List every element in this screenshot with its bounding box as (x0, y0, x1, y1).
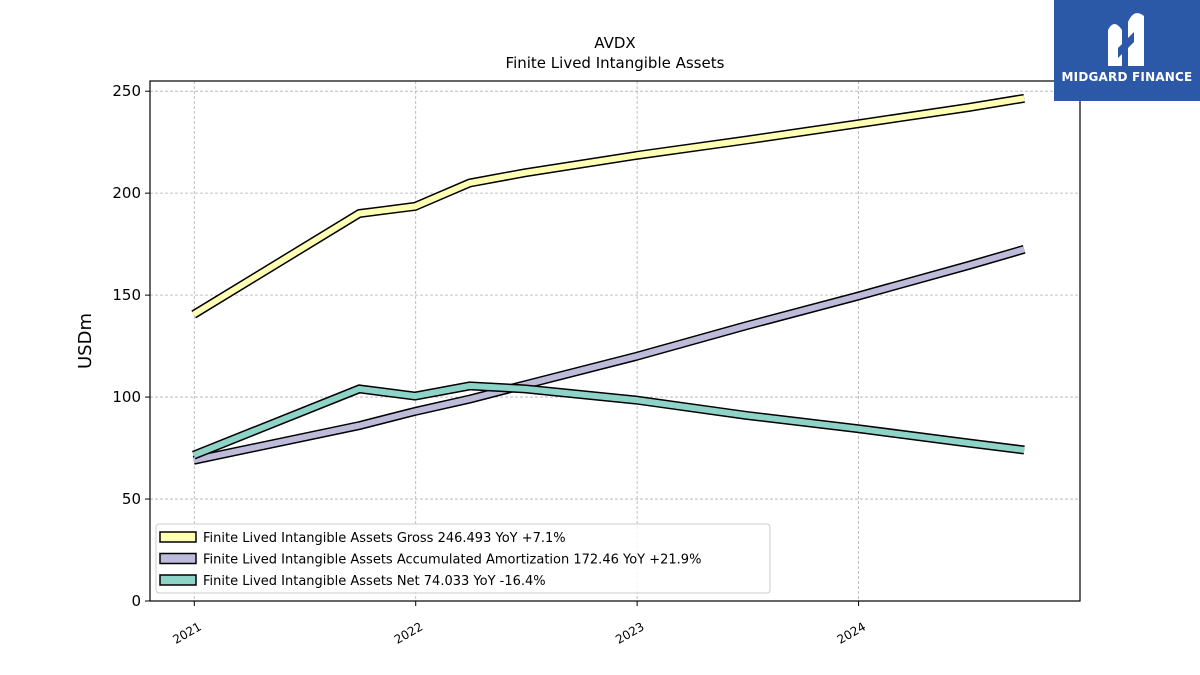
x-tick-label: 2021 (170, 619, 203, 646)
x-tick-label: 2022 (392, 619, 425, 646)
series-line-outline-1 (192, 244, 1026, 465)
series-line-0 (192, 95, 1025, 318)
y-tick-label: 200 (112, 184, 141, 202)
x-axis-ticks: 2021 2022 2023 2024 (170, 601, 868, 647)
x-tick-label: 2024 (835, 619, 868, 646)
legend-box (155, 523, 771, 594)
legend-label: Finite Lived Intangible Assets Accumulat… (203, 553, 701, 568)
y-tick-label: 150 (112, 286, 141, 304)
legend: Finite Lived Intangible Assets Gross 246… (155, 523, 771, 594)
legend-swatch (159, 574, 197, 586)
y-axis-ticks: 0 50 100 150 200 250 (112, 82, 150, 610)
legend-label: Finite Lived Intangible Assets Net 74.03… (203, 574, 546, 589)
y-axis-label: USDm (75, 313, 96, 369)
legend-label: Finite Lived Intangible Assets Gross 246… (203, 531, 566, 546)
plot-frame (149, 80, 1081, 602)
logo-mark-icon (1108, 13, 1144, 67)
y-tick-label: 100 (112, 388, 141, 406)
legend-swatch (159, 531, 197, 543)
midgard-finance-logo: MIDGARD FINANCE (1054, 0, 1200, 101)
legend-swatch (159, 552, 197, 565)
y-tick-label: 250 (112, 82, 141, 100)
x-tick-label: 2023 (613, 619, 646, 646)
y-tick-label: 0 (131, 592, 141, 610)
series-lines (191, 93, 1026, 465)
logo-text: MIDGARD FINANCE (1061, 70, 1193, 84)
y-tick-label: 50 (122, 490, 141, 508)
chart-title: AVDX (594, 34, 635, 52)
series-line-2 (192, 382, 1025, 458)
chart-subtitle: Finite Lived Intangible Assets (506, 54, 725, 72)
series-line-1 (193, 246, 1026, 464)
grid-lines (150, 81, 1080, 602)
